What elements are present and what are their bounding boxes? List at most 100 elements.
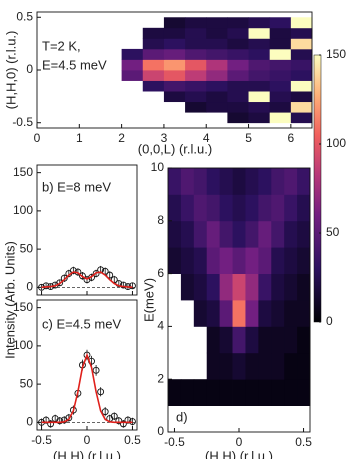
heat-cell xyxy=(193,273,208,301)
heat-cell xyxy=(284,168,298,195)
heat-cell xyxy=(206,91,228,103)
heat-cell xyxy=(271,300,285,327)
heat-cell xyxy=(269,48,292,60)
heat-cell xyxy=(297,168,311,195)
heat-cell xyxy=(206,352,221,380)
data-point xyxy=(92,366,100,374)
panel-title: a) VI3, MACS xyxy=(42,15,120,32)
x-tick-label: 0 xyxy=(34,131,41,145)
heat-cell xyxy=(219,352,233,380)
heat-cell xyxy=(180,194,195,222)
heat-cell xyxy=(227,112,249,124)
colorbar-tick-label: 100 xyxy=(326,136,346,150)
heat-cell xyxy=(271,326,285,354)
heat-cell xyxy=(163,80,186,92)
heat-cell xyxy=(180,220,195,248)
y-tick-label: 150 xyxy=(13,300,33,314)
heat-cell xyxy=(206,70,228,81)
heat-cell xyxy=(232,379,246,406)
heat-cell xyxy=(193,300,208,327)
heat-cell xyxy=(206,273,221,301)
heat-cell xyxy=(168,220,182,248)
x-tick-label: 5 xyxy=(245,131,252,145)
plot-area xyxy=(37,165,137,295)
heat-cell xyxy=(248,70,271,81)
heat-cell xyxy=(193,220,208,248)
heat-cell xyxy=(269,17,292,29)
x-tick-label: -0.5 xyxy=(31,433,52,447)
x-tick-label: 3 xyxy=(161,131,168,145)
heat-cell xyxy=(163,70,186,81)
data-point xyxy=(56,417,64,425)
heat-cell xyxy=(284,379,298,406)
heat-cell xyxy=(245,247,259,274)
heat-cell xyxy=(206,326,221,354)
heat-cell xyxy=(269,91,292,103)
heat-cell xyxy=(142,38,165,50)
colorbar xyxy=(313,54,322,323)
panel-title: d) xyxy=(176,409,188,424)
fit-line xyxy=(41,352,133,424)
data-point xyxy=(101,408,109,416)
heat-cell xyxy=(284,352,298,380)
heat-cell xyxy=(206,38,228,50)
heat-cell xyxy=(168,168,182,195)
heat-cell xyxy=(232,273,246,301)
heat-cell xyxy=(297,194,311,222)
panel: 0 50 100 150 b) E=8 meV Intensity (Arb. Units… xyxy=(2,164,138,359)
heat-cell xyxy=(258,300,272,327)
title-part: , MACS xyxy=(74,15,119,30)
heat-cell xyxy=(142,59,165,71)
heat-cell xyxy=(290,17,313,29)
heat-cell xyxy=(248,91,271,103)
data-point xyxy=(47,420,55,428)
heat-cell xyxy=(258,273,272,301)
heat-cell xyxy=(168,247,182,274)
heat-cell xyxy=(271,379,285,406)
y-tick-label: 50 xyxy=(20,241,34,255)
heat-cell xyxy=(180,247,195,274)
heat-cell xyxy=(290,101,313,113)
y-tick-label: 0 xyxy=(26,62,33,76)
heat-cell xyxy=(232,300,246,327)
data-point xyxy=(97,388,105,396)
heat-cell xyxy=(168,194,182,222)
heat-cell xyxy=(290,70,313,81)
data-point xyxy=(119,420,127,428)
heat-cell xyxy=(219,300,233,327)
heat-cell xyxy=(121,70,144,81)
heat-cell xyxy=(248,27,271,39)
heat-cell xyxy=(185,70,207,81)
heat-cell xyxy=(248,101,271,113)
data-point xyxy=(92,270,100,278)
heat-cell xyxy=(232,220,246,248)
heat-cell xyxy=(185,48,207,60)
y-tick-label: 6 xyxy=(157,266,164,280)
colorbar-tick-label: 150 xyxy=(326,47,346,61)
y-tick-label: 50 xyxy=(20,376,34,390)
heat-cell xyxy=(297,352,311,380)
data-point xyxy=(106,271,114,279)
y-axis-label: (H,H,0) (r.l.u.) xyxy=(3,31,18,110)
x-tick-label: 1 xyxy=(76,131,83,145)
data-point xyxy=(79,272,86,280)
heat-cell xyxy=(258,220,272,248)
x-tick-label: 6 xyxy=(288,131,295,145)
x-axis-label: (H,H) (r.l.u.) xyxy=(53,448,121,459)
heat-cell xyxy=(206,48,228,60)
heat-cell xyxy=(206,247,221,274)
heat-cell xyxy=(248,48,271,60)
heat-cell xyxy=(248,17,271,29)
heat-cell xyxy=(185,91,207,103)
data-point xyxy=(119,281,127,289)
heat-cell xyxy=(290,80,313,92)
heat-cell xyxy=(142,27,165,39)
heat-cell xyxy=(227,70,249,81)
y-tick-label: 8 xyxy=(157,213,164,227)
data-point xyxy=(69,406,77,414)
heat-cell xyxy=(206,17,228,29)
heat-cell xyxy=(245,220,259,248)
panel: -0.5 0 0.5 0 50 100 150 c) E=4.5 meV (H,H) (r.l.… xyxy=(13,299,141,459)
heat-cell xyxy=(245,379,259,406)
